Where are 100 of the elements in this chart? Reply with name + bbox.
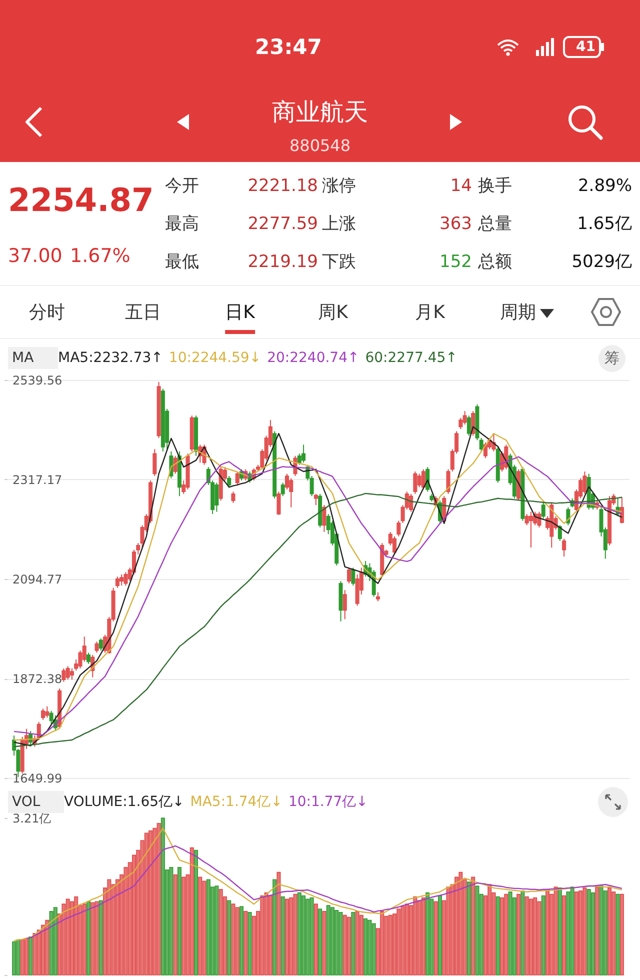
bar: [98, 900, 103, 976]
candlestick: [417, 473, 422, 488]
text: 周K: [318, 302, 348, 323]
bar: [586, 889, 591, 976]
bar: [504, 894, 508, 976]
bar: [264, 892, 268, 976]
candlestick: [86, 652, 90, 664]
text: 今开: [165, 176, 199, 196]
candlestick: [566, 506, 570, 526]
candlestick: [351, 567, 356, 586]
bar: [342, 914, 347, 976]
bar: [28, 936, 33, 976]
bar: [496, 896, 500, 976]
bar: [334, 910, 339, 976]
candlestick: [82, 636, 86, 662]
bar: [612, 891, 616, 976]
candlestick: [280, 482, 285, 497]
bar: [413, 896, 418, 976]
candlestick: [528, 511, 533, 548]
text: 2254.87: [8, 181, 154, 219]
bar: [338, 912, 343, 976]
bar: [471, 876, 476, 976]
bar: [388, 914, 392, 976]
bar: [616, 894, 620, 976]
candlestick: [214, 482, 219, 512]
bar: [284, 898, 289, 976]
candlestick: [231, 491, 236, 504]
bar: [293, 894, 298, 976]
bar: [368, 920, 372, 976]
bar: [302, 895, 306, 976]
candlestick: [479, 437, 484, 452]
bar: [500, 897, 504, 976]
bar: [202, 880, 206, 976]
candlestick: [396, 520, 401, 537]
candlestick: [582, 471, 587, 494]
text: 周期: [500, 302, 536, 323]
bar: [272, 879, 277, 976]
bar: [570, 886, 574, 976]
text: 10:2244.59↓: [168, 350, 262, 366]
bar: [578, 890, 583, 976]
text: MA: [8, 347, 58, 369]
bar: [148, 830, 153, 976]
bar: [582, 888, 587, 976]
bar: [314, 904, 318, 976]
bar: [458, 872, 463, 976]
candlestick: [70, 668, 74, 680]
bar: [372, 923, 376, 976]
text: 60:2277.45↑: [365, 350, 458, 366]
candlestick: [235, 471, 240, 486]
candlestick: [173, 455, 178, 474]
bar: [488, 884, 492, 976]
text: VOL: [8, 791, 64, 813]
text: 日K: [225, 302, 255, 334]
y-tick-label: 3.21亿: [12, 812, 52, 826]
bar: [289, 897, 294, 976]
bar: [268, 895, 272, 976]
candlestick: [537, 511, 542, 528]
bar: [280, 896, 285, 976]
bar: [537, 901, 542, 976]
candlestick: [562, 538, 566, 558]
candlestick: [120, 574, 124, 586]
bar: [214, 886, 219, 976]
text: 37.00: [8, 244, 62, 266]
text: 2219.19: [248, 252, 318, 272]
candlestick: [94, 641, 99, 654]
text: 1.67%: [70, 244, 130, 266]
candlestick: [342, 590, 347, 620]
bar: [306, 898, 310, 976]
bar: [359, 914, 364, 976]
text: 最高: [165, 214, 199, 234]
text: MA5:1.74亿↓: [190, 794, 282, 810]
bar: [144, 832, 148, 976]
bar: [190, 847, 194, 976]
bar: [227, 900, 232, 976]
candlestick: [66, 666, 70, 680]
text: 41: [576, 39, 596, 55]
bar: [66, 898, 70, 976]
text: 20:2240.74↑: [267, 350, 360, 366]
candlestick: [302, 444, 306, 464]
candlestick: [409, 493, 414, 512]
bar: [434, 901, 438, 976]
candlestick: [483, 442, 488, 459]
text: 总额: [478, 252, 512, 272]
text: 2221.18: [248, 176, 318, 196]
text: 152: [440, 252, 472, 272]
candlestick: [541, 502, 546, 519]
bar: [466, 882, 471, 976]
bar: [218, 889, 223, 976]
candlestick: [41, 708, 46, 720]
candlestick: [276, 491, 281, 516]
bar: [322, 911, 326, 976]
bar: [520, 890, 525, 976]
bar: [86, 901, 90, 976]
text: 筹: [598, 344, 626, 372]
bar: [562, 895, 566, 976]
bar: [446, 886, 450, 976]
candlestick: [314, 493, 318, 506]
text: 10:1.77亿↓: [288, 794, 368, 810]
text: 最低: [165, 252, 199, 272]
bar: [528, 898, 533, 976]
